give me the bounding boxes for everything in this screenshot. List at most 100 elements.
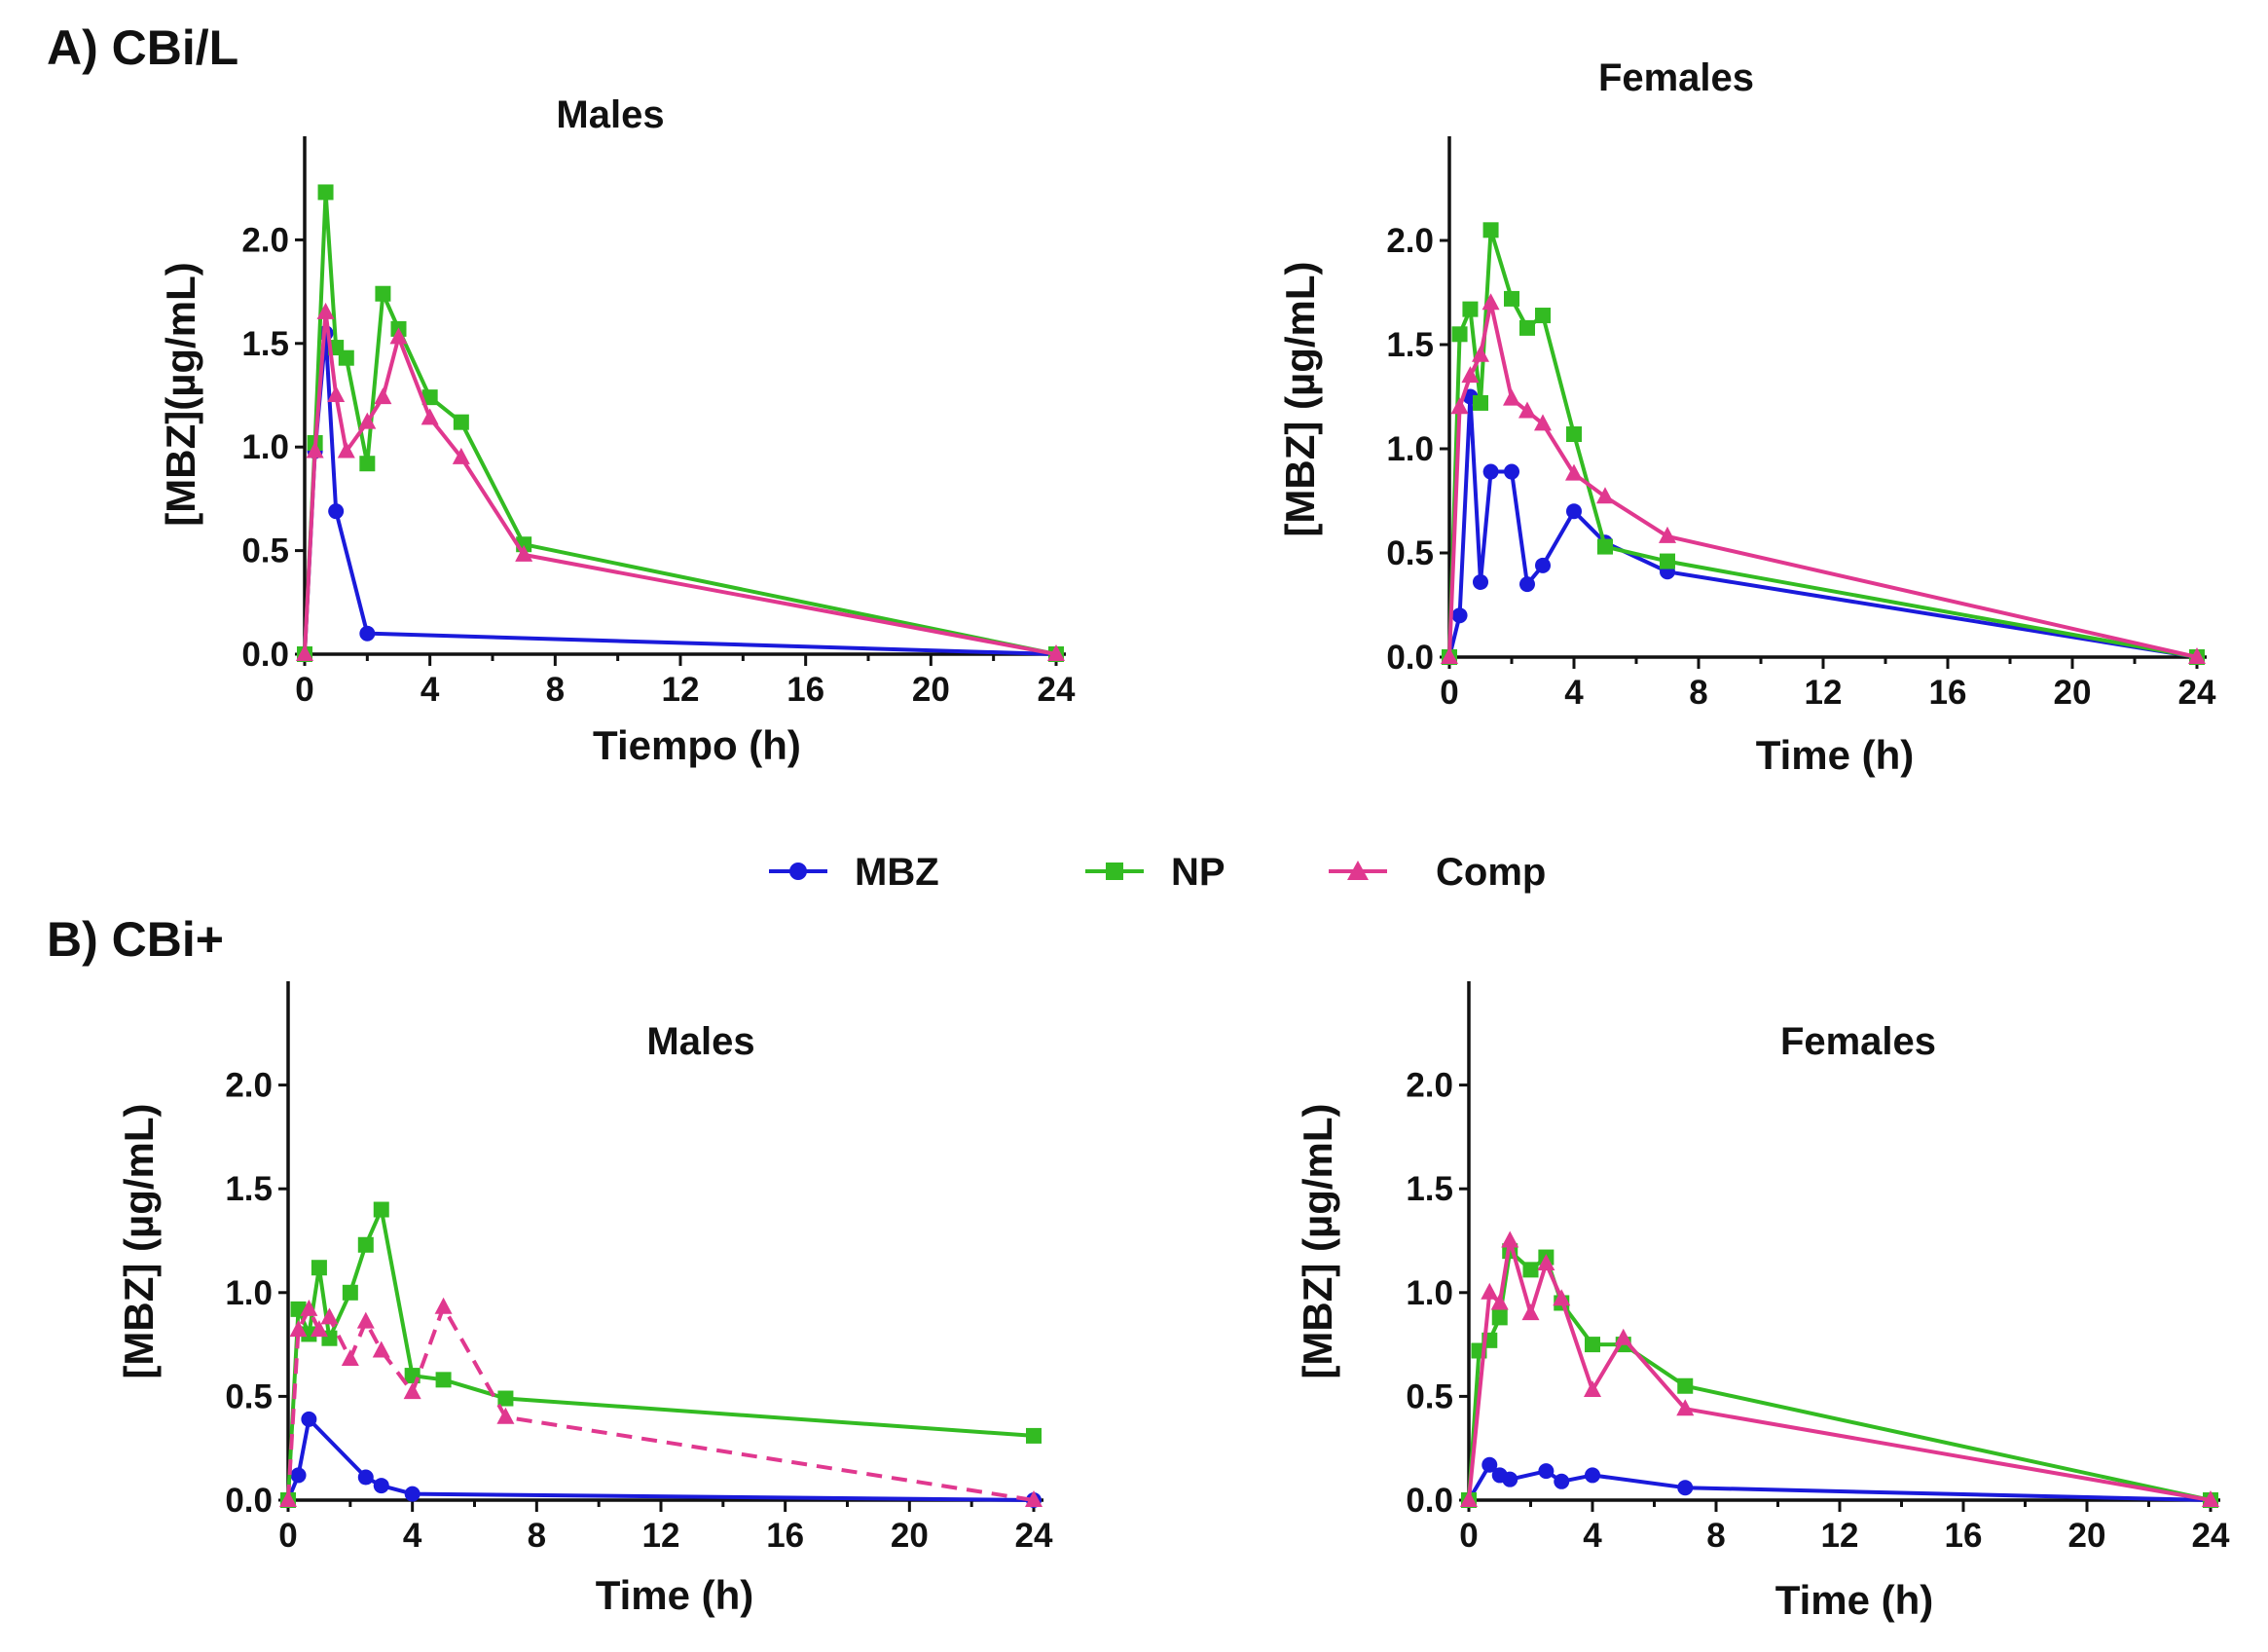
x-axis-label: Tiempo (h) bbox=[593, 722, 801, 768]
data-point-np bbox=[1522, 1262, 1539, 1278]
series-line-np bbox=[1467, 1249, 2212, 1502]
series-mbz bbox=[1442, 388, 2205, 665]
data-point-np bbox=[375, 285, 391, 302]
data-point-np bbox=[301, 1326, 317, 1342]
data-point-comp bbox=[421, 408, 439, 425]
data-point-comp bbox=[515, 544, 533, 562]
data-point-mbz bbox=[1482, 1456, 1498, 1473]
chart-cbil-males: Males 0.0 0.5 1.0 1.5 2.0 0 4 8 12 16 20 24 Tiempo (h… bbox=[158, 93, 1076, 768]
data-point-comp bbox=[289, 1320, 308, 1338]
data-point-comp bbox=[1584, 1380, 1601, 1398]
x-tick-label: 0 bbox=[1459, 1517, 1478, 1555]
y-axis-label: [MBZ] (µg/mL) bbox=[1277, 261, 1323, 536]
data-point-comp bbox=[2188, 647, 2206, 664]
data-point-comp bbox=[341, 1349, 359, 1367]
data-point-np bbox=[359, 456, 376, 472]
x-tick-label: 12 bbox=[1821, 1517, 1859, 1555]
x-tick-label: 8 bbox=[546, 671, 565, 709]
legend-marker-comp bbox=[1347, 861, 1369, 880]
data-point-comp bbox=[1482, 293, 1500, 311]
data-point-np bbox=[1677, 1377, 1694, 1394]
data-point-comp bbox=[1501, 1230, 1519, 1248]
legend-marker-np bbox=[1106, 863, 1123, 880]
data-point-comp bbox=[1537, 1253, 1555, 1270]
series-line-comp bbox=[303, 310, 1057, 656]
y-tick-label: 0.5 bbox=[241, 532, 289, 570]
data-point-comp bbox=[496, 1407, 515, 1424]
data-point-np bbox=[1597, 538, 1613, 555]
series-line-mbz bbox=[1447, 394, 2198, 659]
data-point-comp bbox=[1450, 397, 1469, 415]
x-tick-label: 12 bbox=[1805, 674, 1843, 712]
y-axis-label: [MBZ](µg/mL) bbox=[158, 262, 203, 526]
data-point-np bbox=[342, 1284, 358, 1301]
series-mbz bbox=[280, 1411, 1042, 1508]
x-tick-label: 16 bbox=[1929, 674, 1967, 712]
data-point-comp bbox=[1503, 388, 1520, 406]
data-point-comp bbox=[1472, 345, 1489, 362]
data-point-np bbox=[1519, 319, 1535, 336]
series-line-comp bbox=[286, 1304, 1035, 1502]
data-point-np bbox=[357, 1236, 374, 1253]
series-comp bbox=[1441, 293, 2206, 664]
data-point-comp bbox=[372, 1340, 390, 1358]
x-tick-label: 20 bbox=[891, 1517, 929, 1555]
data-point-np bbox=[453, 414, 469, 430]
x-axis-label: Time (h) bbox=[596, 1572, 754, 1618]
data-point-np bbox=[1026, 1427, 1042, 1444]
data-point-comp bbox=[1596, 487, 1614, 504]
y-axis-label: [MBZ] (µg/mL) bbox=[116, 1103, 162, 1378]
data-point-np bbox=[1491, 1309, 1508, 1326]
legend-label-np: NP bbox=[1171, 851, 1225, 894]
x-tick-label: 8 bbox=[1689, 674, 1707, 712]
data-point-comp bbox=[389, 327, 408, 345]
x-tick-label: 0 bbox=[295, 671, 313, 709]
y-tick-label: 1.0 bbox=[225, 1274, 273, 1312]
series-comp bbox=[1460, 1230, 2219, 1507]
data-point-comp bbox=[1441, 647, 1458, 664]
y-tick-label: 1.5 bbox=[241, 325, 289, 363]
data-point-np bbox=[1504, 290, 1519, 307]
series-line-np bbox=[286, 1207, 1035, 1501]
data-point-comp bbox=[1553, 1289, 1571, 1306]
y-tick-label: 1.0 bbox=[241, 428, 289, 466]
data-point-np bbox=[373, 1201, 389, 1218]
y-tick-label: 0.5 bbox=[1386, 534, 1434, 572]
data-point-comp bbox=[1025, 1490, 1043, 1507]
data-point-np bbox=[317, 184, 334, 201]
y-tick-label: 1.5 bbox=[1406, 1170, 1453, 1208]
data-point-comp bbox=[1614, 1328, 1632, 1345]
data-point-comp bbox=[1460, 1490, 1478, 1507]
data-point-comp bbox=[279, 1490, 297, 1507]
y-tick-label: 0.5 bbox=[225, 1377, 273, 1415]
legend-item-comp: Comp bbox=[1329, 851, 1546, 894]
legend-item-np: NP bbox=[1085, 851, 1225, 894]
legend-item-mbz: MBZ bbox=[769, 851, 939, 894]
series-comp bbox=[296, 302, 1065, 661]
y-tick-label: 2.0 bbox=[225, 1067, 273, 1105]
chart-cbiplus-males: Males 0.0 0.5 1.0 1.5 2.0 0 4 8 12 16 20 24 Time (h) [… bbox=[116, 981, 1053, 1618]
x-tick-label: 24 bbox=[2192, 1517, 2230, 1555]
data-point-np bbox=[497, 1390, 514, 1407]
data-point-mbz bbox=[1473, 573, 1488, 590]
section-b-label: B) CBi+ bbox=[47, 912, 224, 967]
data-point-np bbox=[338, 349, 354, 366]
chart-cbil-females: Females 0.0 0.5 1.0 1.5 2.0 0 4 8 12 16 20 24 Time (h… bbox=[1277, 56, 2216, 778]
data-point-comp bbox=[1518, 401, 1536, 419]
x-tick-label: 12 bbox=[662, 671, 700, 709]
data-point-comp bbox=[320, 1307, 339, 1325]
y-tick-label: 0.0 bbox=[1386, 639, 1434, 677]
x-axis-label: Time (h) bbox=[1775, 1577, 1934, 1623]
data-point-comp bbox=[306, 441, 324, 459]
x-tick-label: 0 bbox=[278, 1517, 297, 1555]
data-point-comp bbox=[300, 1299, 318, 1316]
data-point-comp bbox=[2202, 1490, 2219, 1507]
data-point-np bbox=[1585, 1337, 1600, 1353]
data-point-comp bbox=[316, 302, 335, 319]
series-line-comp bbox=[1467, 1238, 2212, 1502]
data-point-mbz bbox=[1504, 463, 1519, 480]
chart-title: Females bbox=[1598, 56, 1754, 99]
data-point-mbz bbox=[404, 1486, 421, 1502]
data-point-mbz bbox=[1535, 557, 1551, 573]
